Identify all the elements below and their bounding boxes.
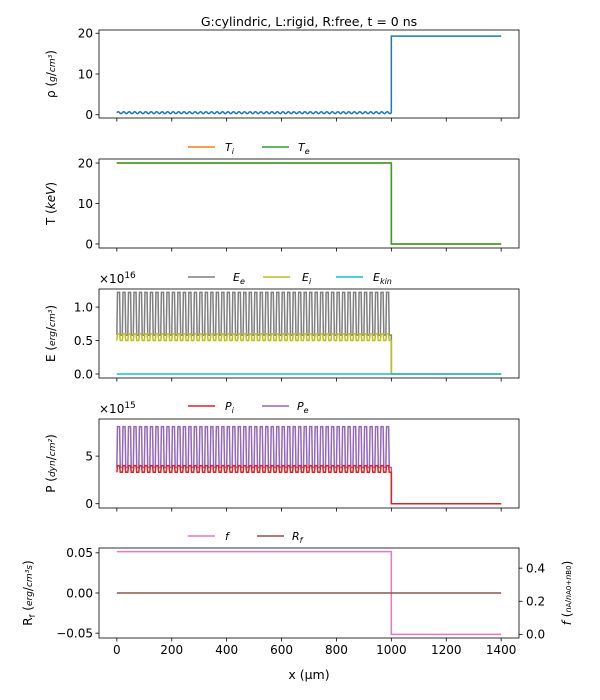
y-axis-multiplier: ×1015	[99, 401, 136, 416]
y-tick-label: 0	[85, 497, 93, 511]
legend-label: Ei	[302, 271, 312, 286]
y-axis-multiplier: ×1016	[99, 271, 136, 286]
y2-tick-label: 0.2	[526, 595, 545, 609]
x-tick-label: 0	[113, 643, 121, 657]
y-tick-label: 0	[85, 237, 93, 251]
series-line-Ei	[116, 333, 502, 375]
y-tick-label: 0.00	[66, 586, 93, 600]
y-tick-label: 20	[78, 27, 93, 41]
legend-label: Te	[298, 141, 310, 156]
series-line-Ee	[116, 291, 502, 375]
x-tick-label: 1400	[486, 643, 517, 657]
series-group	[116, 425, 502, 505]
y-axis-label: E (erg/cm³)	[44, 305, 58, 362]
legend-label: Rf	[292, 530, 304, 545]
series-line-Pe	[116, 425, 502, 505]
panel-5: 0 200 400 600 800 1000 1200 1400 −0.05 0.00 0.05 0.…	[21, 530, 574, 657]
axes-frame	[98, 418, 520, 509]
x-tick-label: 1000	[376, 643, 407, 657]
panel-4: 0 5 ×1015 P (dyn/cm²) Pi Pe	[44, 400, 520, 512]
y-tick-label: 0.05	[66, 546, 93, 560]
legend-label: Pe	[297, 400, 309, 415]
panel-3: 0.0 0.5 1.0 ×1016 E (erg/cm³) Ee Ei Ekin	[44, 271, 520, 382]
legend-label: Ee	[233, 271, 245, 286]
series-line-ρ	[116, 35, 502, 115]
y2-axis-label: f (nA/nA0+nB0)	[560, 561, 574, 626]
panel-2: 0 10 20 T (keV) Ti Te	[44, 141, 520, 252]
series-group	[116, 550, 502, 636]
y-axis-label: Rf (erg/cm³s)	[21, 560, 37, 625]
legend-label: Ti	[225, 141, 235, 156]
y-tick-label: 0	[85, 108, 93, 122]
x-tick-label: 600	[270, 643, 293, 657]
y2-tick-label: 0.4	[526, 561, 545, 575]
series-line-Pi	[116, 464, 502, 505]
panels: 0 10 20 ρ (g/cm³) 0 10 20 T (keV) Ti Te 0.0 0.5 1.0 ×…	[21, 27, 574, 657]
y-tick-label: 0.5	[74, 334, 93, 348]
y-tick-label: 10	[78, 197, 93, 211]
y-axis-label: ρ (g/cm³)	[44, 50, 58, 98]
y-tick-label: −0.05	[56, 626, 93, 640]
y-tick-label: 1.0	[74, 300, 93, 314]
series-group	[116, 291, 502, 375]
legend-label: Pi	[225, 400, 235, 415]
y-tick-label: 20	[78, 156, 93, 170]
x-axis-label: x (μm)	[288, 667, 329, 682]
legend-label: Ekin	[373, 271, 392, 286]
y-tick-label: 10	[78, 67, 93, 81]
legend-label: f	[225, 530, 231, 543]
y-axis-label: T (keV)	[44, 182, 58, 226]
x-tick-label: 200	[160, 643, 183, 657]
y-tick-label: 5	[85, 449, 93, 463]
x-tick-label: 800	[325, 643, 348, 657]
series-group	[116, 162, 502, 245]
y-tick-label: 0.0	[74, 367, 93, 381]
x-tick-label: 1200	[431, 643, 462, 657]
figure-title: G:cylindric, L:rigid, R:free, t = 0 ns	[201, 14, 417, 29]
series-line-Te	[116, 162, 502, 245]
y2-tick-label: 0.0	[526, 628, 545, 642]
axes-frame	[98, 288, 520, 379]
y-axis-label: P (dyn/cm²)	[44, 434, 58, 493]
series-group	[116, 35, 502, 115]
panel-1: 0 10 20 ρ (g/cm³)	[44, 27, 520, 122]
x-tick-label: 400	[215, 643, 238, 657]
